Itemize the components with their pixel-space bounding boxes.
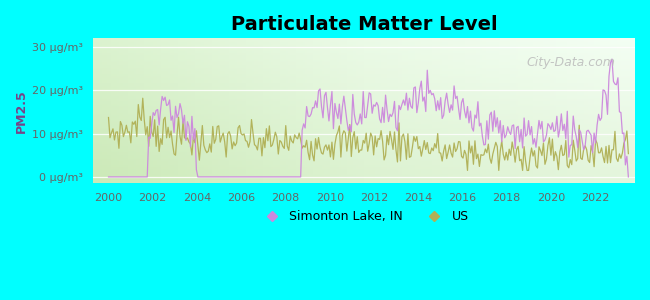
Legend: Simonton Lake, IN, US: Simonton Lake, IN, US (254, 205, 474, 228)
Title: Particulate Matter Level: Particulate Matter Level (231, 15, 497, 34)
Y-axis label: PM2.5: PM2.5 (15, 89, 28, 133)
Text: City-Data.com: City-Data.com (526, 56, 616, 69)
